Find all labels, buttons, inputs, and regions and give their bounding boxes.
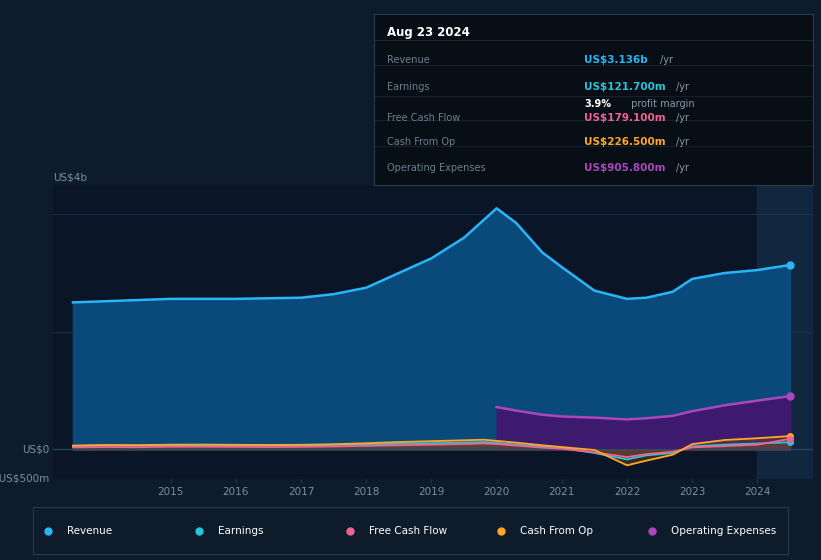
Text: Cash From Op: Cash From Op: [520, 526, 593, 535]
Text: /yr: /yr: [676, 162, 689, 172]
Text: profit margin: profit margin: [628, 100, 695, 109]
Text: Earnings: Earnings: [218, 526, 264, 535]
Text: /yr: /yr: [660, 55, 673, 65]
Text: Revenue: Revenue: [387, 55, 429, 65]
Text: Revenue: Revenue: [67, 526, 112, 535]
Text: Earnings: Earnings: [387, 82, 429, 92]
Text: US$179.100m: US$179.100m: [585, 113, 666, 123]
Text: US$121.700m: US$121.700m: [585, 82, 666, 92]
Text: /yr: /yr: [676, 82, 689, 92]
Text: US$226.500m: US$226.500m: [585, 137, 666, 147]
Text: Cash From Op: Cash From Op: [387, 137, 455, 147]
Text: Free Cash Flow: Free Cash Flow: [387, 113, 460, 123]
Text: Operating Expenses: Operating Expenses: [387, 162, 485, 172]
Text: US$4b: US$4b: [53, 172, 87, 182]
Text: US$0: US$0: [22, 445, 49, 454]
Text: 3.9%: 3.9%: [585, 100, 612, 109]
Bar: [758, 185, 813, 479]
Text: Aug 23 2024: Aug 23 2024: [387, 26, 470, 39]
Text: US$905.800m: US$905.800m: [585, 162, 666, 172]
Text: /yr: /yr: [676, 113, 689, 123]
Text: /yr: /yr: [676, 137, 689, 147]
Text: Operating Expenses: Operating Expenses: [671, 526, 777, 535]
Text: US$3.136b: US$3.136b: [585, 55, 648, 65]
Text: Free Cash Flow: Free Cash Flow: [369, 526, 447, 535]
Text: -US$500m: -US$500m: [0, 474, 49, 484]
